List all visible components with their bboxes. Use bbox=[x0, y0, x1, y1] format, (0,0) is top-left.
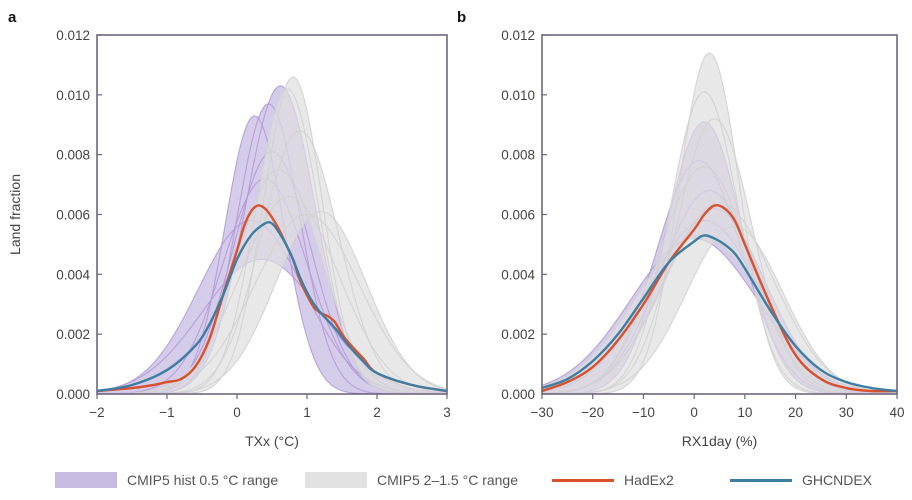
y-tick-label-b-4: 0.008 bbox=[501, 148, 535, 163]
series-hadex2-b bbox=[542, 204, 897, 393]
y-tick-label-a-3: 0.006 bbox=[56, 208, 90, 223]
x-tick-label-a-2: 0 bbox=[233, 405, 241, 420]
x-tick-label-a-0: −2 bbox=[89, 405, 104, 420]
legend-swatch-cmip5-2-1-5 bbox=[305, 472, 367, 488]
x-axis-label-a: TXx (°C) bbox=[245, 433, 299, 449]
x-tick-label-a-1: −1 bbox=[159, 405, 174, 420]
panel-b: 0.000 0.002 0.004 0.006 0.008 0.010 0.012 −30 −2… bbox=[457, 9, 905, 449]
band-member-line-cmip5-2-1-5-b-6 bbox=[542, 225, 897, 394]
panel-letter-a: a bbox=[8, 9, 17, 26]
y-tick-label-b-3: 0.006 bbox=[501, 208, 535, 223]
y-tick-label-a-5: 0.010 bbox=[56, 88, 90, 103]
x-tick-label-a-4: 2 bbox=[373, 405, 381, 420]
series-line-ghcndex-b bbox=[542, 234, 897, 393]
series-line-hadex2-b bbox=[542, 204, 897, 393]
series-ghcndex-a bbox=[97, 220, 447, 393]
band-cmip5-2-1-5-b bbox=[542, 52, 897, 394]
legend-item-ghcndex: GHCNDEX bbox=[730, 471, 872, 489]
y-tick-label-b-0: 0.000 bbox=[501, 387, 535, 402]
y-tick-label-b-5: 0.010 bbox=[501, 88, 535, 103]
panel-letter-b: b bbox=[457, 9, 466, 26]
y-tick-label-b-6: 0.012 bbox=[501, 28, 535, 43]
legend-item-cmip5-hist: CMIP5 hist 0.5 °C range bbox=[55, 471, 278, 489]
x-tick-label-b-4: 10 bbox=[737, 405, 752, 420]
legend-item-hadex2: HadEx2 bbox=[552, 471, 674, 489]
y-tick-label-a-4: 0.008 bbox=[56, 148, 90, 163]
legend-swatch-ghcndex bbox=[730, 478, 792, 482]
legend-label-ghcndex: GHCNDEX bbox=[802, 472, 873, 488]
series-line-ghcndex-a bbox=[97, 220, 447, 393]
x-tick-label-b-0: −30 bbox=[531, 405, 554, 420]
x-tick-label-a-5: 3 bbox=[443, 405, 451, 420]
y-tick-label-a-1: 0.002 bbox=[56, 327, 90, 342]
x-tick-label-b-5: 20 bbox=[788, 405, 803, 420]
series-ghcndex-b bbox=[542, 234, 897, 393]
series-hadex2-a bbox=[97, 204, 447, 393]
x-tick-label-a-3: 1 bbox=[303, 405, 311, 420]
series-line-hadex2-a bbox=[97, 204, 447, 393]
legend: CMIP5 hist 0.5 °C range CMIP5 2–1.5 °C r… bbox=[0, 465, 912, 495]
y-tick-label-a-6: 0.012 bbox=[56, 28, 90, 43]
y-tick-label-a-2: 0.004 bbox=[56, 267, 90, 282]
legend-swatch-cmip5-hist bbox=[55, 472, 117, 488]
band-member-line-cmip5-2-1-5-b-3 bbox=[542, 166, 897, 394]
band-member-line-cmip5-2-1-5-a-6 bbox=[97, 169, 447, 394]
y-tick-label-b-1: 0.002 bbox=[501, 327, 535, 342]
y-tick-label-a-0: 0.000 bbox=[56, 387, 90, 402]
legend-swatch-hadex2 bbox=[552, 478, 614, 482]
y-axis-label-a: Land fraction bbox=[7, 174, 23, 255]
band-member-line-cmip5-2-1-5-a-3 bbox=[97, 195, 447, 394]
y-tick-label-b-2: 0.004 bbox=[501, 267, 535, 282]
plot-area-b bbox=[542, 52, 897, 394]
band-cmip5-2-1-5-a bbox=[97, 76, 447, 394]
x-tick-label-b-6: 30 bbox=[839, 405, 854, 420]
x-axis-label-b: RX1day (%) bbox=[682, 433, 757, 449]
x-tick-label-b-3: 0 bbox=[690, 405, 698, 420]
legend-label-cmip5-2-1-5: CMIP5 2–1.5 °C range bbox=[377, 472, 519, 488]
legend-label-cmip5-hist: CMIP5 hist 0.5 °C range bbox=[127, 472, 279, 488]
panel-a: 0.000 0.002 0.004 0.006 0.008 0.010 0.012 −2 −1 0… bbox=[7, 9, 451, 449]
legend-item-cmip5-2-1-5: CMIP5 2–1.5 °C range bbox=[305, 471, 518, 489]
x-tick-label-b-7: 40 bbox=[889, 405, 904, 420]
x-tick-label-b-2: −10 bbox=[632, 405, 655, 420]
legend-label-hadex2: HadEx2 bbox=[624, 472, 674, 488]
band-envelope-cmip5-2-1-5-b bbox=[542, 52, 897, 394]
plot-area-a bbox=[97, 76, 447, 394]
x-tick-label-b-1: −20 bbox=[581, 405, 604, 420]
